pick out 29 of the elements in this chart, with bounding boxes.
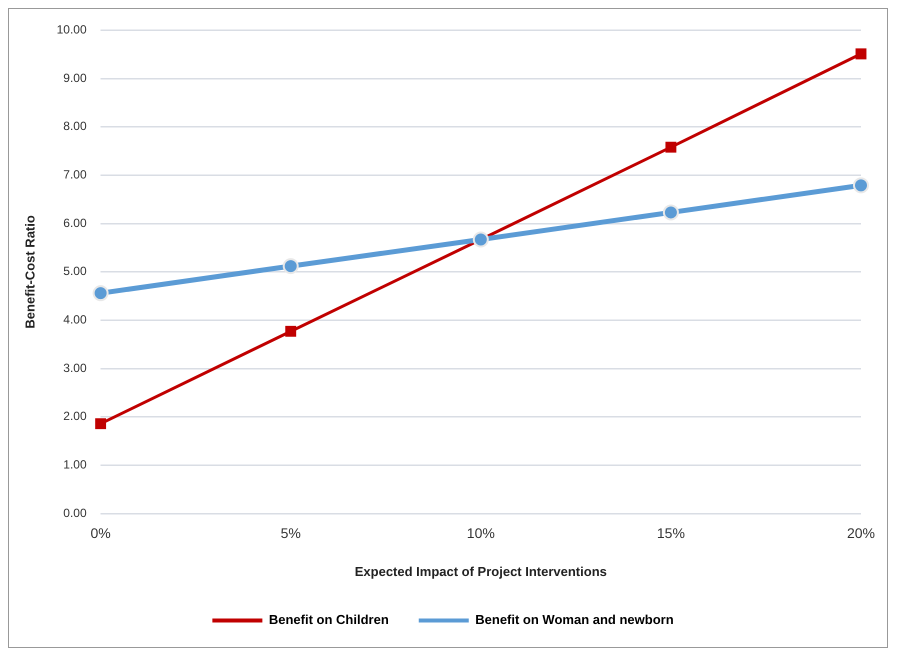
x-tick-label: 20% (846, 524, 876, 541)
x-tick-label: 15% (656, 524, 685, 541)
y-tick-label: 1.00 (63, 458, 87, 472)
point (282, 258, 299, 274)
point (856, 48, 866, 60)
y-axis-title: Benefit-Cost Ratio (22, 215, 38, 329)
point (285, 326, 296, 337)
point (662, 204, 679, 220)
y-tick-label: 9.00 (63, 70, 87, 85)
point (95, 418, 106, 430)
x-axis-title: Expected Impact of Project Interventions (354, 564, 607, 579)
y-tick-label: 6.00 (63, 216, 87, 230)
y-tick-label: 5.00 (63, 264, 87, 278)
point (472, 232, 489, 248)
point (665, 142, 676, 153)
legend-label: Benefit on Children (268, 612, 389, 628)
point (92, 285, 109, 302)
x-tick-label: 10% (466, 524, 495, 541)
y-tick-label: 7.00 (63, 168, 87, 182)
x-tick-label: 0% (90, 524, 111, 541)
y-tick-label: 0.00 (63, 506, 87, 520)
y-tick-label: 8.00 (63, 119, 87, 134)
legend-label: Benefit on Woman and newborn (475, 612, 674, 628)
y-tick-label: 2.00 (63, 409, 87, 424)
y-tick-label: 4.00 (63, 312, 87, 327)
x-tick-label: 5% (280, 524, 301, 541)
point (852, 177, 869, 194)
y-tick-label: 10.00 (56, 22, 87, 37)
y-tick-label: 3.00 (63, 360, 87, 375)
